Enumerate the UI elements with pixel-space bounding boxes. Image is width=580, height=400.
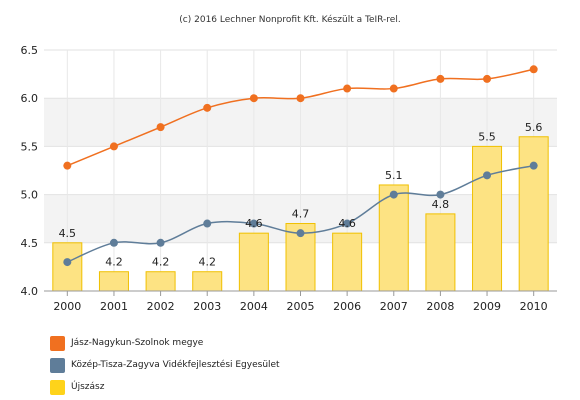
x-tick-label: 2001 <box>100 300 128 313</box>
legend-item-ujszasz[interactable]: Újszász <box>50 377 280 397</box>
line-point[interactable] <box>63 161 72 170</box>
line-point[interactable] <box>249 219 258 228</box>
y-tick-label: 6.5 <box>21 44 39 57</box>
line-point[interactable] <box>343 84 352 93</box>
data-labels: 4.5 4.2 4.2 4.2 4.6 4.7 4.6 5.1 4.8 5.5 5.6 <box>59 121 543 269</box>
bar-value-label: 4.7 <box>292 208 310 221</box>
y-tick-label: 5.0 <box>21 189 39 202</box>
bar-value-label: 4.6 <box>338 217 356 230</box>
bar-value-label: 5.6 <box>525 121 543 134</box>
axes: 4.0 4.5 5.0 5.5 6.0 6.5 2000 2001 2002 2003 2004 20… <box>21 44 557 313</box>
line-point[interactable] <box>203 219 212 228</box>
x-tick-label: 2002 <box>147 300 175 313</box>
bar-series <box>52 136 549 292</box>
legend-item-county[interactable]: Jász-Nagykun-Szolnok megye <box>50 333 280 353</box>
x-tick-label: 2009 <box>473 300 501 313</box>
x-tick-label: 2003 <box>193 300 221 313</box>
line-point[interactable] <box>249 94 258 103</box>
bar[interactable] <box>472 145 503 292</box>
bar[interactable] <box>425 213 456 292</box>
line-point[interactable] <box>529 65 538 74</box>
line-point[interactable] <box>296 94 305 103</box>
line-point[interactable] <box>389 84 398 93</box>
bar[interactable] <box>332 232 363 292</box>
line-point[interactable] <box>483 171 492 180</box>
y-tick-label: 6.0 <box>21 92 39 105</box>
y-tick-label: 5.5 <box>21 140 39 153</box>
credit-text: (c) 2016 Lechner Nonprofit Kft. Készült … <box>179 14 400 25</box>
bar-value-label: 4.5 <box>59 227 77 240</box>
line-point[interactable] <box>109 238 118 247</box>
bar-value-label: 5.5 <box>478 130 496 143</box>
line-point[interactable] <box>156 123 165 132</box>
x-tick-label: 2007 <box>380 300 408 313</box>
x-tick-label: 2010 <box>520 300 548 313</box>
bar[interactable] <box>378 184 409 292</box>
legend-label-ujszasz: Újszász <box>71 382 105 392</box>
bar-value-label: 4.8 <box>432 198 450 211</box>
line-point[interactable] <box>109 142 118 151</box>
x-tick-label: 2006 <box>333 300 361 313</box>
x-tick-label: 2004 <box>240 300 268 313</box>
bar[interactable] <box>518 136 549 292</box>
bar-value-label: 4.6 <box>245 217 263 230</box>
line-point[interactable] <box>156 238 165 247</box>
y-tick-label: 4.0 <box>21 285 39 298</box>
line-point[interactable] <box>63 258 72 267</box>
line-point[interactable] <box>436 74 445 83</box>
line-point[interactable] <box>529 161 538 170</box>
legend-swatch-association <box>50 357 65 373</box>
bar[interactable] <box>52 242 83 292</box>
line-point[interactable] <box>343 219 352 228</box>
legend: Jász-Nagykun-Szolnok megye Közép-Tisza-Z… <box>50 333 280 399</box>
bar[interactable] <box>98 271 129 292</box>
line-point[interactable] <box>296 229 305 238</box>
x-tick-label: 2005 <box>287 300 315 313</box>
legend-item-association[interactable]: Közép-Tisza-Zagyva Vidékfejlesztési Egye… <box>50 355 280 375</box>
bar-value-label: 4.2 <box>105 256 123 269</box>
line-point[interactable] <box>203 103 212 112</box>
legend-swatch-county <box>50 335 65 351</box>
y-tick-label: 4.5 <box>21 237 39 250</box>
line-point[interactable] <box>389 190 398 199</box>
bar-value-label: 5.1 <box>385 169 403 182</box>
bar[interactable] <box>238 232 269 292</box>
legend-swatch-ujszasz <box>50 379 65 395</box>
line-series <box>63 65 538 267</box>
bar-value-label: 4.2 <box>152 256 170 269</box>
bar[interactable] <box>192 271 223 292</box>
legend-label-association: Közép-Tisza-Zagyva Vidékfejlesztési Egye… <box>71 360 280 370</box>
bar-value-label: 4.2 <box>198 256 216 269</box>
line-point[interactable] <box>483 74 492 83</box>
line-point[interactable] <box>436 190 445 199</box>
x-tick-label: 2008 <box>426 300 454 313</box>
x-tick-label: 2000 <box>53 300 81 313</box>
bar[interactable] <box>145 271 176 292</box>
legend-label-county: Jász-Nagykun-Szolnok megye <box>71 338 204 348</box>
